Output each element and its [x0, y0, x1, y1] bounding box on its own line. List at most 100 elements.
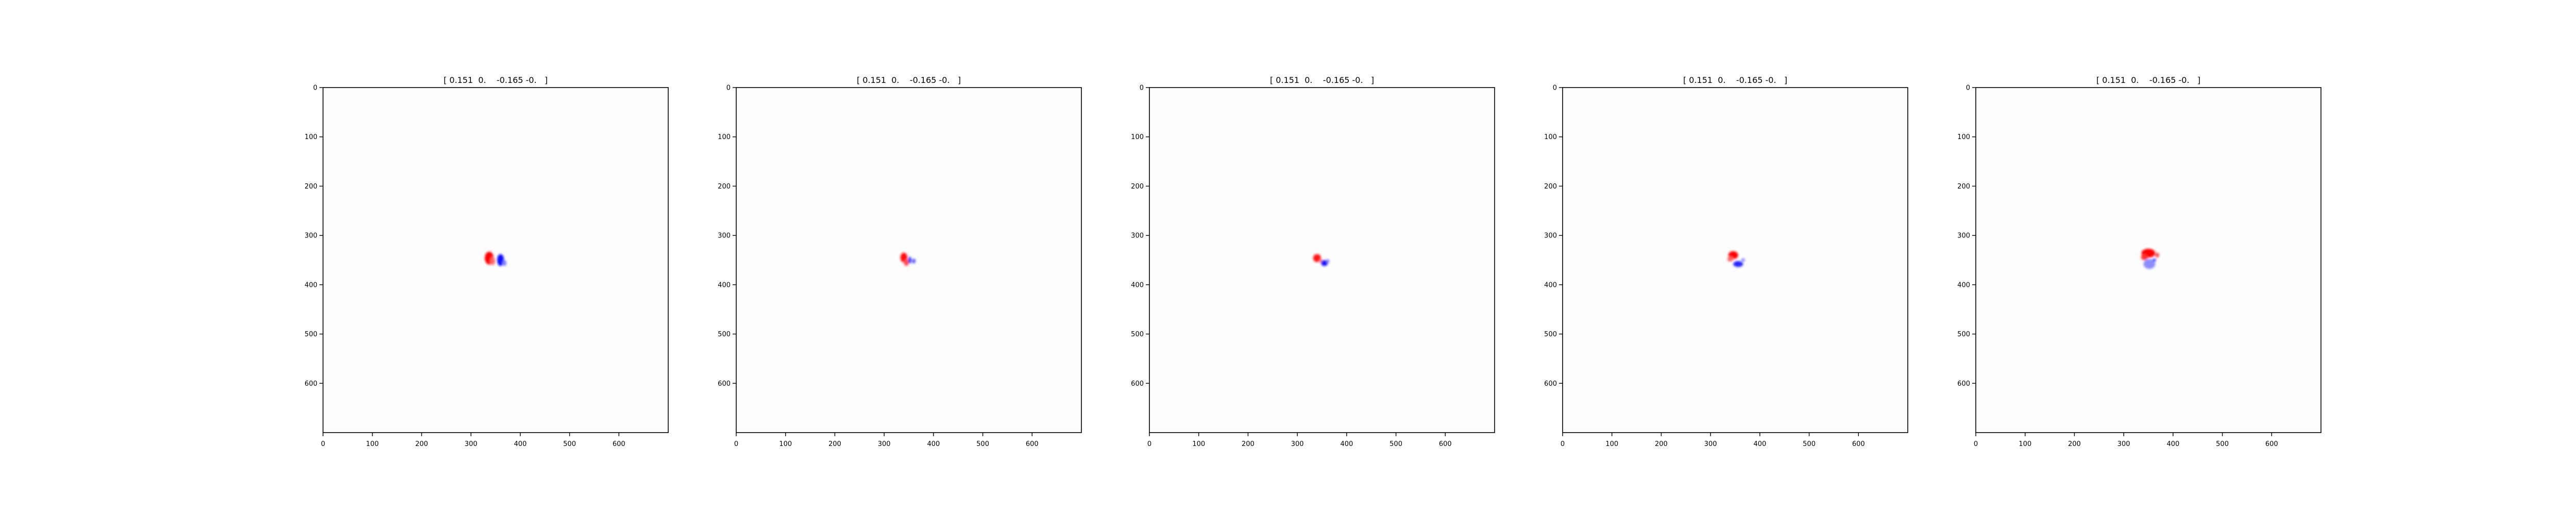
axes-frame: [736, 87, 1082, 433]
x-tick-label: 100: [1605, 440, 1618, 448]
y-tick-label: 0: [1553, 84, 1557, 92]
x-tick-label: 600: [2265, 440, 2278, 448]
negative-blob: [2143, 259, 2156, 269]
y-tick-label: 400: [304, 281, 317, 289]
x-tick-label: 0: [1561, 440, 1565, 448]
y-tick-label: 300: [718, 232, 731, 240]
y-tick-label: 0: [1140, 84, 1144, 92]
x-tick-label: 500: [2216, 440, 2229, 448]
negative-blob: [911, 259, 916, 264]
positive-blob: [904, 259, 909, 266]
x-tick-label: 300: [465, 440, 478, 448]
x-tick-label: 400: [514, 440, 527, 448]
negative-blob: [1741, 258, 1745, 262]
y-tick-label: 200: [718, 183, 731, 191]
y-tick-label: 400: [718, 281, 731, 289]
heatmap-blobs: [1727, 251, 1745, 267]
x-tick-label: 200: [1655, 440, 1668, 448]
y-tick-label: 400: [1957, 281, 1970, 289]
x-tick-label: 100: [1192, 440, 1205, 448]
y-tick-label: 100: [304, 133, 317, 141]
y-tick-label: 400: [1131, 281, 1144, 289]
x-tick-label: 0: [321, 440, 325, 448]
y-tick-label: 300: [1131, 232, 1144, 240]
x-tick-label: 0: [1974, 440, 1978, 448]
y-tick-label: 0: [1966, 84, 1970, 92]
y-tick-label: 600: [304, 380, 317, 388]
x-tick-label: 600: [1439, 440, 1452, 448]
y-tick-label: 0: [726, 84, 731, 92]
chart-title: [ 0.151 0. -0.165 -0. ]: [1270, 75, 1374, 85]
y-tick-label: 100: [1131, 133, 1144, 141]
negative-blob: [1321, 260, 1328, 266]
x-tick-label: 300: [878, 440, 891, 448]
x-tick-label: 500: [1389, 440, 1402, 448]
y-tick-label: 600: [1131, 380, 1144, 388]
heatmap-image: [323, 88, 668, 433]
chart-title: [ 0.151 0. -0.165 -0. ]: [444, 75, 548, 85]
x-tick-label: 200: [1242, 440, 1255, 448]
y-tick-label: 100: [1957, 133, 1970, 141]
x-tick-label: 100: [2019, 440, 2031, 448]
heatmap-panel-3: 0 100 200 300 400 500 600 0 100 200 300 400 500 600 [ …: [1131, 75, 1495, 448]
y-tick-label: 500: [1131, 331, 1144, 338]
negative-blob: [2152, 259, 2157, 262]
y-tick-label: 500: [718, 331, 731, 338]
x-tick-label: 300: [2117, 440, 2130, 448]
positive-blob: [1727, 256, 1734, 262]
x-tick-label: 100: [366, 440, 379, 448]
y-tick-label: 300: [1544, 232, 1557, 240]
y-tick-label: 200: [1957, 183, 1970, 191]
x-tick-label: 300: [1291, 440, 1304, 448]
heatmap-blobs: [900, 252, 916, 266]
x-tick-label: 200: [828, 440, 841, 448]
y-tick-label: 600: [1544, 380, 1557, 388]
y-tick-label: 200: [1131, 183, 1144, 191]
x-tick-label: 600: [613, 440, 625, 448]
heatmap-panel-1: 0 100 200 300 400 500 600 0 100 200 300 400 500 600 [ …: [304, 75, 669, 448]
y-tick-label: 100: [718, 133, 731, 141]
x-tick-label: 600: [1852, 440, 1865, 448]
positive-blob: [2155, 252, 2160, 258]
chart-title: [ 0.151 0. -0.165 -0. ]: [1683, 75, 1787, 85]
y-tick-label: 600: [718, 380, 731, 388]
heatmap-panel-4: 0 100 200 300 400 500 600 0 100 200 300 400 500 600 [ …: [1544, 75, 1908, 448]
x-tick-label: 400: [1753, 440, 1766, 448]
y-tick-label: 500: [1957, 331, 1970, 338]
axes-frame: [323, 87, 669, 433]
x-tick-label: 600: [1026, 440, 1039, 448]
y-tick-label: 500: [1544, 331, 1557, 338]
y-tick-label: 0: [313, 84, 317, 92]
negative-blob: [1326, 259, 1330, 263]
x-tick-label: 500: [563, 440, 576, 448]
x-tick-label: 0: [734, 440, 738, 448]
x-tick-label: 300: [1704, 440, 1717, 448]
negative-blob: [497, 254, 504, 266]
negative-blob: [502, 260, 507, 266]
x-tick-label: 100: [779, 440, 792, 448]
chart-title: [ 0.151 0. -0.165 -0. ]: [857, 75, 961, 85]
heatmap-blobs: [484, 251, 507, 266]
heatmap-panel-2: 0 100 200 300 400 500 600 0 100 200 300 400 500 600 [ …: [718, 75, 1082, 448]
positive-blob: [1313, 254, 1321, 262]
x-tick-label: 400: [2166, 440, 2179, 448]
negative-blob: [1733, 261, 1743, 267]
y-tick-label: 600: [1957, 380, 1970, 388]
y-tick-label: 200: [304, 183, 317, 191]
y-tick-label: 300: [304, 232, 317, 240]
x-tick-label: 500: [976, 440, 989, 448]
negative-blob: [908, 256, 911, 264]
x-tick-label: 0: [1147, 440, 1151, 448]
chart-title: [ 0.151 0. -0.165 -0. ]: [2096, 75, 2200, 85]
x-tick-label: 200: [2068, 440, 2081, 448]
y-tick-label: 400: [1544, 281, 1557, 289]
y-tick-label: 500: [304, 331, 317, 338]
heatmap-blobs: [2141, 248, 2160, 269]
axes-frame: [1975, 87, 2321, 433]
heatmap-panel-5: 0 100 200 300 400 500 600 0 100 200 300 400 500 600 [ …: [1957, 75, 2321, 448]
y-tick-label: 200: [1544, 183, 1557, 191]
axes-frame: [1149, 87, 1495, 433]
axes-frame: [1562, 87, 1908, 433]
x-tick-label: 500: [1803, 440, 1816, 448]
